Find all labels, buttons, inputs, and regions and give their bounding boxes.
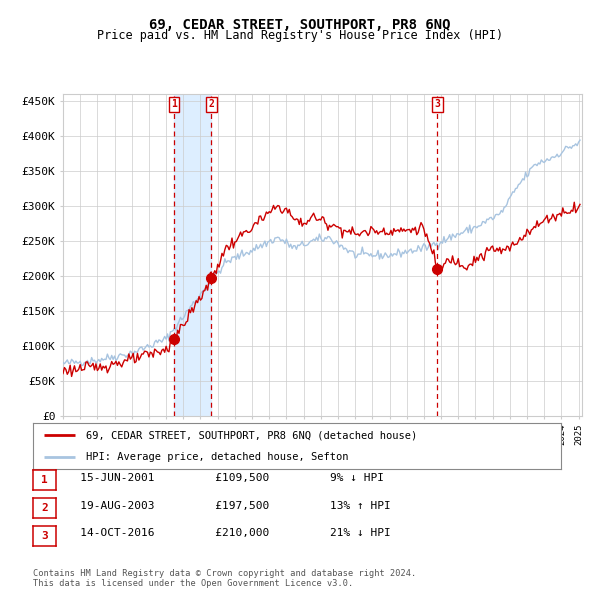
Text: 14-OCT-2016         £210,000         21% ↓ HPI: 14-OCT-2016 £210,000 21% ↓ HPI: [60, 529, 391, 538]
Text: 3: 3: [41, 530, 48, 540]
Text: Price paid vs. HM Land Registry's House Price Index (HPI): Price paid vs. HM Land Registry's House …: [97, 30, 503, 42]
Text: 2: 2: [209, 99, 214, 109]
Text: 19-AUG-2003         £197,500         13% ↑ HPI: 19-AUG-2003 £197,500 13% ↑ HPI: [60, 501, 391, 510]
Text: 1: 1: [171, 99, 177, 109]
Text: 15-JUN-2001         £109,500         9% ↓ HPI: 15-JUN-2001 £109,500 9% ↓ HPI: [60, 473, 384, 483]
Text: 69, CEDAR STREET, SOUTHPORT, PR8 6NQ (detached house): 69, CEDAR STREET, SOUTHPORT, PR8 6NQ (de…: [86, 431, 417, 441]
Text: 1: 1: [41, 475, 48, 485]
Text: Contains HM Land Registry data © Crown copyright and database right 2024.
This d: Contains HM Land Registry data © Crown c…: [33, 569, 416, 588]
Bar: [174, 94, 211, 416]
Text: HPI: Average price, detached house, Sefton: HPI: Average price, detached house, Seft…: [86, 451, 348, 461]
Text: 3: 3: [434, 99, 440, 109]
Text: 2: 2: [41, 503, 48, 513]
Text: 69, CEDAR STREET, SOUTHPORT, PR8 6NQ: 69, CEDAR STREET, SOUTHPORT, PR8 6NQ: [149, 18, 451, 32]
